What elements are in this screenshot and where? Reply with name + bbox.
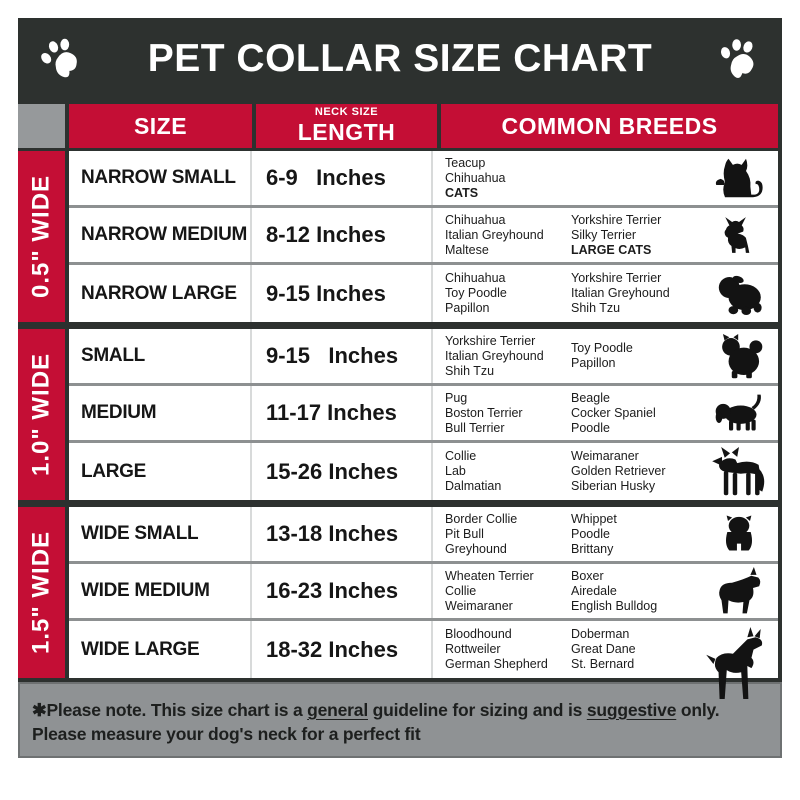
table-row: NARROW LARGE 9-15 Inches Chihuahua Toy P… xyxy=(69,265,778,322)
husky-icon xyxy=(699,446,778,497)
length-cell: 18-32 Inches xyxy=(252,621,433,678)
doberman-icon xyxy=(702,627,768,701)
column-header-size: SIZE xyxy=(69,104,252,148)
table-row: WIDE LARGE 18-32 Inches Bloodhound Rottw… xyxy=(69,621,778,699)
length-cell: 8-12 Inches xyxy=(252,208,433,262)
size-cell: WIDE MEDIUM xyxy=(69,564,252,618)
width-label: 1.5" WIDE xyxy=(18,507,65,678)
cat-icon xyxy=(699,155,778,201)
table-row: WIDE SMALL 13-18 Inches Border Collie Pi… xyxy=(69,507,778,564)
length-cell: 6-9 Inches xyxy=(252,151,433,205)
table-row: NARROW MEDIUM 8-12 Inches Chihuahua Ital… xyxy=(69,208,778,265)
paw-print-icon xyxy=(720,39,754,79)
table-row: NARROW SMALL 6-9 Inches Teacup Chihuahua… xyxy=(69,151,778,208)
breeds-cell: Teacup Chihuahua CATS xyxy=(433,151,778,205)
breeds-cell: Yorkshire Terrier Italian Greyhound Shih… xyxy=(433,329,778,383)
length-cell: 11-17 Inches xyxy=(252,386,433,440)
column-header-length: NECK SIZE LENGTH xyxy=(256,104,437,148)
table-row: WIDE MEDIUM 16-23 Inches Wheaten Terrier… xyxy=(69,564,778,621)
length-cell: 13-18 Inches xyxy=(252,507,433,561)
pomeranian-icon xyxy=(699,333,778,379)
table-row: SMALL 9-15 Inches Yorkshire Terrier Ital… xyxy=(69,329,778,386)
corner-cell xyxy=(18,104,65,148)
size-cell: MEDIUM xyxy=(69,386,252,440)
breeds-cell: Pug Boston Terrier Bull Terrier Beagle C… xyxy=(433,386,778,440)
footer-line-2: Please measure your dog's neck for a per… xyxy=(32,724,421,744)
page-title: PET COLLAR SIZE CHART xyxy=(147,37,653,80)
section-half-inch: 0.5" WIDE NARROW SMALL 6-9 Inches Teacup… xyxy=(18,151,778,322)
size-cell: WIDE SMALL xyxy=(69,507,252,561)
footer-line-1: ✱Please note. This size chart is a gener… xyxy=(32,700,720,720)
pit-bull-icon xyxy=(699,566,778,616)
column-header-breeds: COMMON BREEDS xyxy=(441,104,778,148)
size-table: SIZE NECK SIZE LENGTH COMMON BREEDS 0.5"… xyxy=(18,100,782,699)
beagle-icon xyxy=(699,393,778,433)
size-cell: NARROW SMALL xyxy=(69,151,252,205)
size-cell: LARGE xyxy=(69,443,252,500)
table-row: LARGE 15-26 Inches Collie Lab Dalmatian … xyxy=(69,443,778,500)
breeds-cell: Collie Lab Dalmatian Weimaraner Golden R… xyxy=(433,443,778,500)
chart-header: PET COLLAR SIZE CHART xyxy=(18,18,782,100)
size-cell: NARROW LARGE xyxy=(69,265,252,322)
paw-print-icon xyxy=(41,38,77,78)
section-one-inch: 1.0" WIDE SMALL 9-15 Inches Yorkshire Te… xyxy=(18,329,778,500)
shih-tzu-icon xyxy=(699,273,778,315)
size-chart-card: PET COLLAR SIZE CHART SIZE NECK SIZE LEN… xyxy=(18,18,782,782)
breeds-cell: Chihuahua Italian Greyhound Maltese York… xyxy=(433,208,778,262)
breeds-cell: Bloodhound Rottweiler German Shepherd Do… xyxy=(433,621,778,699)
column-header-row: SIZE NECK SIZE LENGTH COMMON BREEDS xyxy=(18,104,778,148)
footer-note: ✱Please note. This size chart is a gener… xyxy=(18,682,782,758)
width-label: 0.5" WIDE xyxy=(18,151,65,322)
bulldog-icon xyxy=(699,514,778,554)
length-cell: 16-23 Inches xyxy=(252,564,433,618)
length-cell: 9-15 Inches xyxy=(252,329,433,383)
size-cell: NARROW MEDIUM xyxy=(69,208,252,262)
breeds-cell: Wheaten Terrier Collie Weimaraner Boxer … xyxy=(433,564,778,618)
breeds-cell: Chihuahua Toy Poodle Papillon Yorkshire … xyxy=(433,265,778,322)
width-label: 1.0" WIDE xyxy=(18,329,65,500)
size-cell: SMALL xyxy=(69,329,252,383)
chihuahua-icon xyxy=(699,215,778,255)
length-cell: 9-15 Inches xyxy=(252,265,433,322)
table-row: MEDIUM 11-17 Inches Pug Boston Terrier B… xyxy=(69,386,778,443)
size-cell: WIDE LARGE xyxy=(69,621,252,678)
section-inch-and-half: 1.5" WIDE WIDE SMALL 13-18 Inches Border… xyxy=(18,507,778,699)
length-cell: 15-26 Inches xyxy=(252,443,433,500)
breeds-cell: Border Collie Pit Bull Greyhound Whippet… xyxy=(433,507,778,561)
